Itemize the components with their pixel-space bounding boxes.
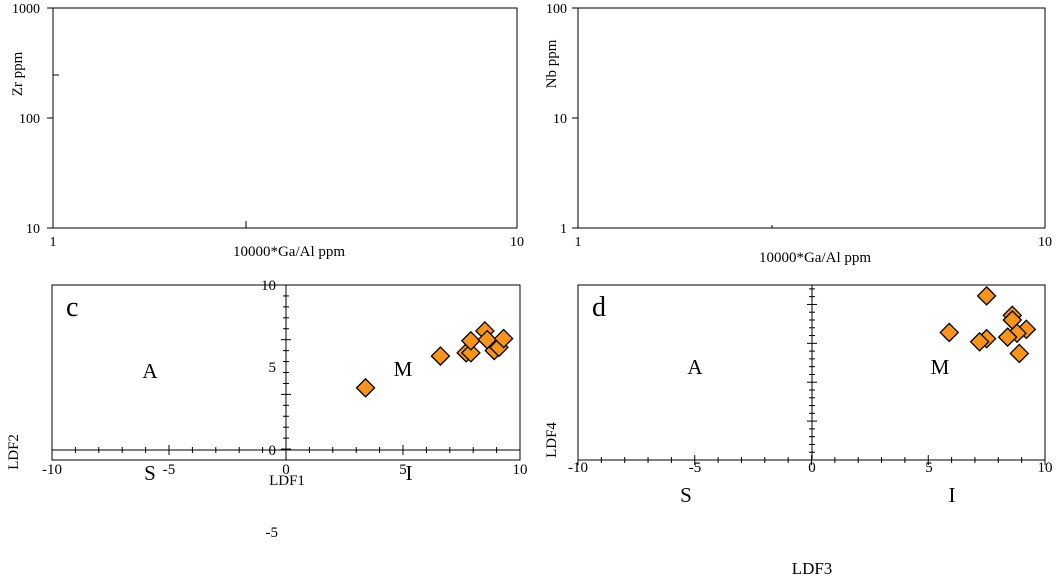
chart-a-frame [52,7,518,229]
chart-c-point-1 [430,346,451,367]
chart-c-points [355,321,514,398]
chart-c-ytick-label-0: 0 [269,443,277,459]
chart-c-ytick-label-10: 10 [261,278,276,294]
chart-c-field-A: A [142,359,158,383]
chart-c: -10 -5 0 5 10 -5 0 5 10 c A M S I LDF1 L… [6,278,528,541]
chart-a-ytick-label-10: 10 [26,222,40,237]
chart-d-y-ticks [807,288,817,461]
chart-b-ytick-label-10: 10 [553,112,567,127]
chart-c-xtick-label--10: -10 [42,462,62,478]
chart-d-xtick-label-5: 5 [925,460,933,476]
chart-d: -10 -5 0 5 10 d A M S I LDF3 LDF4 [544,284,1053,578]
chart-a-xlabel: 10000*Ga/Al ppm [233,244,345,260]
chart-d-point-0 [976,285,997,306]
chart-a-ytick-label-100: 100 [19,112,40,127]
chart-b: 100 10 1 1 10 10000*Ga/Al ppm Nb ppm [544,2,1052,266]
chart-b-ytick-label-100: 100 [546,2,567,17]
chart-c-ylabel: LDF2 [6,434,22,470]
chart-a-xtick-label-10: 10 [510,235,524,250]
chart-c-x-ticks [51,445,521,455]
chart-c-xtick-label-5: 5 [399,462,407,478]
chart-c-field-M: M [394,357,413,381]
chart-d-field-M: M [931,355,950,379]
chart-d-x-ticks [577,455,1046,465]
chart-a-ytick-label-1000: 1000 [12,2,40,17]
chart-c-panel-label: c [66,292,78,323]
chart-b-xtick-label-1: 1 [575,235,582,250]
chart-d-field-A: A [687,355,703,379]
chart-b-xtick-label-10: 10 [1038,235,1052,250]
chart-d-panel-label: d [592,292,606,323]
chart-d-points [939,285,1037,364]
chart-d-ylabel: LDF4 [544,422,560,458]
chart-a-xtick-label-1: 1 [50,235,57,250]
chart-d-point-3 [939,322,960,343]
chart-c-y-ticks [281,284,291,461]
chart-b-xlabel: 10000*Ga/Al ppm [759,250,871,266]
chart-b-ytick-label-1: 1 [560,222,567,237]
chart-d-field-S: S [680,483,692,507]
chart-a: 1000 100 10 1 10 10000*Ga/Al ppm Zr ppm [10,2,524,260]
chart-d-point-6 [997,327,1018,348]
chart-b-ylabel: Nb ppm [544,39,560,88]
chart-c-point-4 [460,330,481,351]
chart-c-xtick-label--5: -5 [163,462,176,478]
chart-c-point-9 [493,328,514,349]
chart-d-point-9 [1009,343,1030,364]
chart-c-ytick-label-5: 5 [269,360,277,376]
chart-c-point-0 [355,377,376,398]
chart-d-field-I: I [949,483,956,507]
chart-c-point-3 [460,342,481,363]
chart-d-point-8 [969,331,990,352]
chart-d-xtick-label-10: 10 [1038,460,1053,476]
chart-d-xtick-label--10: -10 [568,460,588,476]
chart-d-xlabel: LDF3 [792,559,833,578]
chart-c-field-S: S [144,461,156,485]
chart-c-xtick-label-0: 0 [282,462,290,478]
chart-b-frame [577,7,1046,229]
chart-a-ylabel: Zr ppm [10,51,26,96]
chart-d-xtick-label--5: -5 [689,460,702,476]
chart-c-xtick-label-10: 10 [513,462,528,478]
chart-c-xlabel: LDF1 [269,473,305,489]
chart-c-ytick-label--5: -5 [266,525,279,541]
chart-d-xtick-label-0: 0 [808,460,816,476]
chart-c-field-I: I [406,461,413,485]
